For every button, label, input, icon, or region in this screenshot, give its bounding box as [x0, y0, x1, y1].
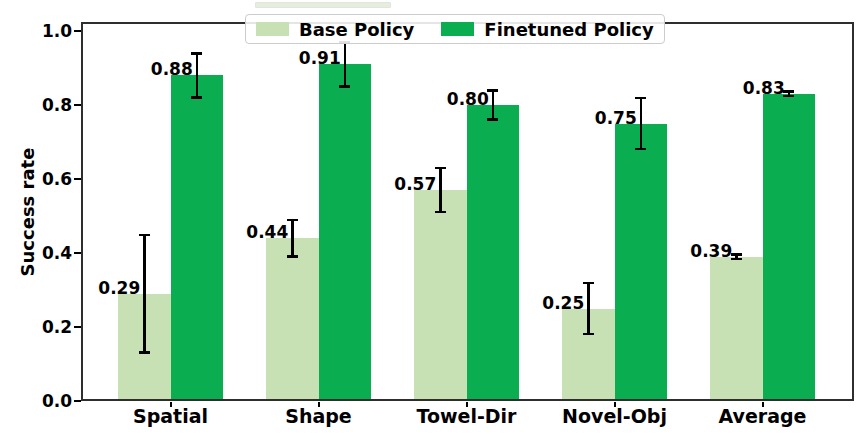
- x-category-label: Spatial: [96, 405, 246, 427]
- error-bar-line: [143, 235, 146, 353]
- bar-base-shape: [266, 238, 319, 401]
- error-bar-cap-top: [731, 253, 742, 256]
- error-bar-cap-top: [139, 234, 150, 237]
- error-bar-cap-bottom: [583, 333, 594, 336]
- error-bar-line: [196, 53, 199, 97]
- legend-label-finetuned-policy: Finetuned Policy: [484, 19, 653, 40]
- error-bar-cap-bottom: [287, 255, 298, 258]
- error-bar-line: [640, 98, 643, 150]
- bar-value-label: 0.57: [366, 173, 436, 195]
- error-bar-cap-bottom: [487, 118, 498, 121]
- y-tick-label: 0.2: [14, 316, 72, 338]
- error-bar-line: [587, 283, 590, 335]
- bar-chart-figure: Success rate Base Policy Finetuned Polic…: [0, 0, 866, 446]
- bar-value-label: 0.25: [514, 292, 584, 314]
- bar-base-towel-dir: [414, 190, 467, 401]
- y-tick-mark: [74, 400, 81, 402]
- error-bar-cap-bottom: [191, 96, 202, 99]
- y-tick-label: 0.0: [14, 390, 72, 412]
- bar-base-average: [710, 257, 763, 401]
- error-bar-line: [291, 220, 294, 257]
- error-bar-cap-top: [287, 219, 298, 222]
- legend-label-base-policy: Base Policy: [299, 19, 414, 40]
- error-bar-cap-top: [191, 52, 202, 55]
- bar-value-label: 0.91: [271, 47, 341, 69]
- error-bar-cap-bottom: [731, 258, 742, 261]
- error-bar-line: [439, 168, 442, 212]
- error-bar-cap-top: [783, 90, 794, 93]
- bar-finetuned-shape: [319, 64, 372, 401]
- y-tick-label: 0.6: [14, 168, 72, 190]
- error-bar-line: [492, 90, 495, 120]
- y-tick-mark: [74, 178, 81, 180]
- y-tick-mark: [74, 252, 81, 254]
- y-tick-mark: [74, 30, 81, 32]
- cropped-ui-artifact: [255, 2, 391, 8]
- legend-swatch-base-policy: [256, 22, 289, 36]
- bar-finetuned-spatial: [171, 75, 224, 401]
- bar-value-label: 0.39: [662, 240, 732, 262]
- error-bar-cap-top: [435, 167, 446, 170]
- bar-value-label: 0.44: [218, 221, 288, 243]
- error-bar-line: [344, 42, 347, 86]
- bar-value-label: 0.75: [567, 107, 637, 129]
- error-bar-cap-top: [583, 282, 594, 285]
- y-tick-mark: [74, 104, 81, 106]
- x-category-label: Average: [688, 405, 838, 427]
- bar-finetuned-average: [763, 94, 816, 401]
- y-tick-label: 0.4: [14, 242, 72, 264]
- bar-value-label: 0.88: [123, 58, 193, 80]
- bar-value-label: 0.80: [419, 88, 489, 110]
- bar-value-label: 0.83: [715, 77, 785, 99]
- bar-value-label: 0.29: [70, 277, 140, 299]
- error-bar-cap-bottom: [435, 211, 446, 214]
- x-category-label: Shape: [244, 405, 394, 427]
- y-tick-mark: [74, 326, 81, 328]
- error-bar-cap-bottom: [139, 351, 150, 354]
- x-category-label: Towel-Dir: [392, 405, 542, 427]
- error-bar-cap-bottom: [339, 85, 350, 88]
- legend-swatch-finetuned-policy: [441, 22, 474, 36]
- error-bar-cap-bottom: [783, 95, 794, 98]
- legend: Base Policy Finetuned Policy: [245, 14, 665, 44]
- error-bar-cap-bottom: [635, 148, 646, 151]
- x-category-label: Novel-Obj: [540, 405, 690, 427]
- bar-finetuned-novel-obj: [615, 124, 668, 402]
- error-bar-cap-top: [635, 97, 646, 100]
- y-tick-label: 0.8: [14, 94, 72, 116]
- y-tick-label: 1.0: [14, 20, 72, 42]
- bar-finetuned-towel-dir: [467, 105, 520, 401]
